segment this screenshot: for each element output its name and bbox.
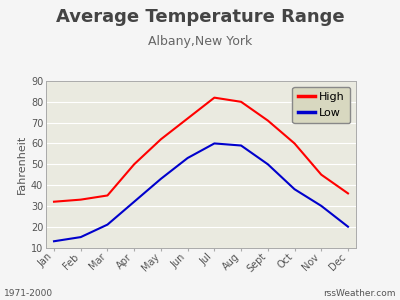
Text: Albany,New York: Albany,New York <box>148 34 252 47</box>
Legend: High, Low: High, Low <box>292 87 350 123</box>
Y-axis label: Fahrenheit: Fahrenheit <box>17 135 27 194</box>
Text: Average Temperature Range: Average Temperature Range <box>56 8 344 26</box>
Text: rssWeather.com: rssWeather.com <box>324 290 396 298</box>
Text: 1971-2000: 1971-2000 <box>4 290 53 298</box>
